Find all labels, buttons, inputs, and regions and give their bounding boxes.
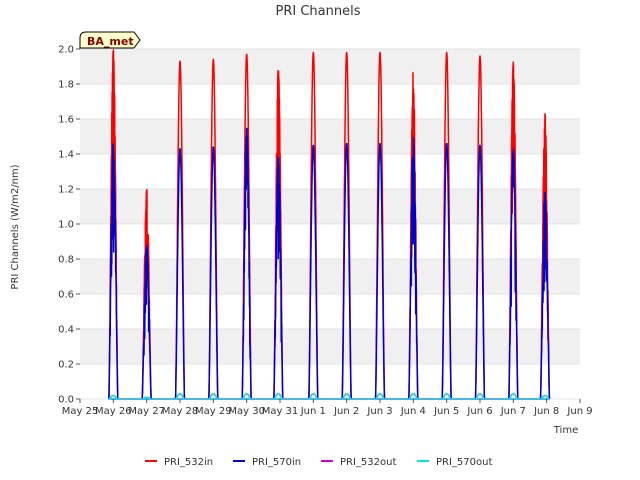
series-line-PRI_570in <box>273 156 284 400</box>
y-tick-label: 0.0 <box>58 395 74 406</box>
legend-label-PRI_570in: PRI_570in <box>252 457 301 468</box>
series-line-PRI_570in <box>241 127 252 400</box>
badge: BA_met <box>79 31 141 49</box>
legend-label-PRI_532out: PRI_532out <box>340 457 396 468</box>
badge-label: BA_met <box>87 35 134 48</box>
y-tick-label: 0.8 <box>58 255 74 266</box>
series-line-PRI_570in <box>174 148 186 400</box>
y-tick-label: 0.6 <box>58 290 74 301</box>
x-tick-label: Jun 7 <box>500 406 526 417</box>
series-line-PRI_570out <box>141 396 152 400</box>
x-tick-label: Jun 1 <box>300 406 326 417</box>
series-line-PRI_570in <box>141 244 152 400</box>
x-tick-label: May 31 <box>262 406 299 417</box>
chart-title: PRI Channels <box>276 4 361 19</box>
series-line-PRI_570out <box>374 393 386 400</box>
series-line-PRI_570in <box>408 137 419 400</box>
series-line-PRI_570out <box>308 393 319 400</box>
x-tick-label: Jun 8 <box>533 406 559 417</box>
series-line-PRI_570in <box>208 146 219 400</box>
x-tick-label: May 27 <box>128 406 165 417</box>
series-layer <box>108 49 551 400</box>
y-axis-label: PRI Channels (W/m2/nm) <box>10 164 21 289</box>
x-tick-label: Jun 4 <box>400 406 426 417</box>
legend-label-PRI_570out: PRI_570out <box>436 457 492 468</box>
series-line-PRI_570out <box>441 393 452 400</box>
x-tick-label: May 29 <box>195 406 232 417</box>
x-tick-label: Jun 3 <box>366 406 392 417</box>
series-line-PRI_570out <box>539 394 551 400</box>
x-tick-label: Jun 9 <box>566 406 592 417</box>
grid-band <box>80 49 580 84</box>
y-tick-label: 1.2 <box>58 185 74 196</box>
plot-bands <box>80 48 580 400</box>
grid-band <box>80 259 580 294</box>
series-line-PRI_570in <box>308 144 319 400</box>
badge-box <box>79 31 141 49</box>
series-line-PRI_570out <box>241 393 252 400</box>
series-line-PRI_570in <box>508 148 519 400</box>
grid-band <box>80 189 580 224</box>
series-line-PRI_570out <box>174 393 186 400</box>
y-tick-label: 1.8 <box>58 80 74 91</box>
series-line-PRI_570out <box>408 393 419 400</box>
x-tick-label: May 26 <box>95 406 132 417</box>
series-line-PRI_570out <box>341 393 352 400</box>
series-line-PRI_570in <box>539 191 551 400</box>
y-tick-label: 1.6 <box>58 115 74 126</box>
x-tick-label: Jun 5 <box>433 406 459 417</box>
x-tick-label: May 28 <box>162 406 199 417</box>
y-tick-label: 2.0 <box>58 45 74 56</box>
series-line-PRI_570out <box>273 393 284 400</box>
series-line-PRI_570out <box>208 393 219 400</box>
grid-band <box>80 119 580 154</box>
y-tick-label: 1.0 <box>58 220 74 231</box>
y-axis-ticks: 0.0 0.2 0.4 0.6 0.8 1.0 1.2 1.4 1.6 1.8 2.0 <box>58 45 80 406</box>
legend-label-PRI_532in: PRI_532in <box>164 457 213 468</box>
x-tick-label: May 30 <box>228 406 265 417</box>
series-line-PRI_570in <box>474 144 486 400</box>
series-line-PRI_570out <box>474 393 486 400</box>
series-line-PRI_570in <box>108 143 119 400</box>
series-line-PRI_570out <box>508 393 519 400</box>
series-line-PRI_570in <box>374 142 386 400</box>
series-line-PRI_570in <box>441 142 452 400</box>
x-tick-label: Jun 2 <box>333 406 359 417</box>
series-line-PRI_570out <box>108 394 119 400</box>
grid-band <box>80 329 580 364</box>
x-tick-label: May 25 <box>62 406 99 417</box>
y-tick-label: 1.4 <box>58 150 74 161</box>
x-tick-label: Jun 6 <box>466 406 492 417</box>
series-line-PRI_570in <box>341 142 352 400</box>
legend: PRI_532in PRI_570in PRI_532out PRI_570out <box>145 457 492 468</box>
x-axis-label: Time <box>553 425 578 436</box>
y-tick-label: 0.2 <box>58 360 74 371</box>
y-tick-label: 0.4 <box>58 325 74 336</box>
